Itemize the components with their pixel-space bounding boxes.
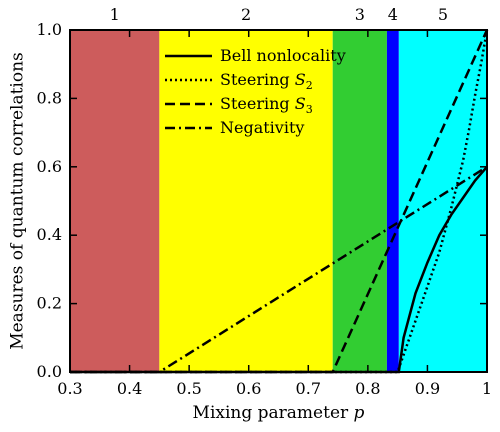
y-tick-label: 0.0 xyxy=(37,362,62,381)
axis-ticks xyxy=(69,29,488,373)
legend-label-4: Negativity xyxy=(220,118,304,137)
y-tick-label: 0.4 xyxy=(37,225,62,244)
region-2 xyxy=(159,30,333,372)
region-label-2: 2 xyxy=(241,5,251,24)
x-tick-label: 0.3 xyxy=(57,379,82,398)
region-label-5: 5 xyxy=(438,5,448,24)
x-axis-title: Mixing parameter p xyxy=(193,403,365,423)
y-tick-label: 0.2 xyxy=(37,294,62,313)
x-tick-label: 0.5 xyxy=(176,379,201,398)
x-tick-label: 0.4 xyxy=(117,379,142,398)
region-5 xyxy=(398,30,487,372)
background-regions xyxy=(70,30,487,372)
region-label-1: 1 xyxy=(110,5,120,24)
series-line-1 xyxy=(70,165,488,374)
series-line-2 xyxy=(70,29,489,374)
x-tick-label: 1 xyxy=(482,379,492,398)
x-tick-label: 0.9 xyxy=(415,379,440,398)
region-3 xyxy=(332,30,387,372)
axis-tick-labels: 0.3 0.4 0.5 0.6 0.7 0.8 0.9 1 0.0 0.2 0.4 0.6 0.8 1.0 xyxy=(37,20,493,398)
x-tick-label: 0.8 xyxy=(355,379,380,398)
region-4 xyxy=(386,30,399,372)
legend-label-3: Steering S3 xyxy=(220,94,313,116)
legend-label-1: Bell nonlocality xyxy=(220,46,346,65)
y-tick-label: 1.0 xyxy=(37,20,62,39)
region-1 xyxy=(70,30,160,372)
legend-label-2: Steering S2 xyxy=(220,70,313,92)
y-axis-title: Measures of quantum correlations xyxy=(8,52,28,350)
region-label-4: 4 xyxy=(388,5,398,24)
x-tick-label: 0.7 xyxy=(296,379,321,398)
y-tick-label: 0.6 xyxy=(37,157,62,176)
y-tick-label: 0.8 xyxy=(37,88,62,107)
plot-frame xyxy=(69,29,488,373)
region-labels: 1 2 3 4 5 xyxy=(110,5,448,24)
x-tick-label: 0.6 xyxy=(236,379,261,398)
region-label-3: 3 xyxy=(355,5,365,24)
